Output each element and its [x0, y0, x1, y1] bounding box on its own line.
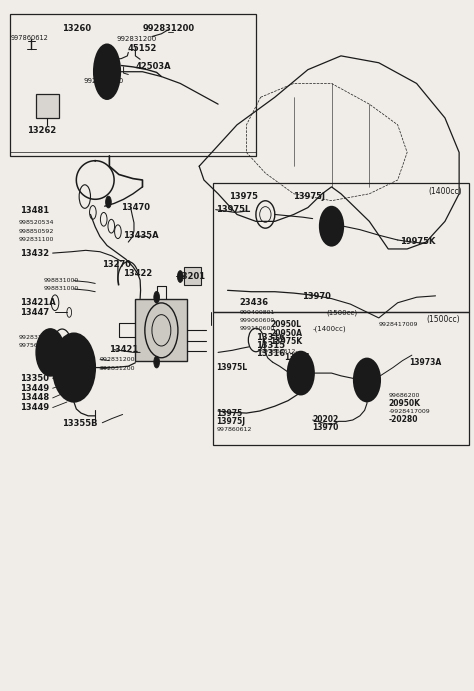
Text: 997560830: 997560830 [18, 343, 54, 348]
Bar [36, 95, 59, 118]
Text: (1400cc): (1400cc) [428, 187, 462, 196]
Text: 999060600: 999060600 [239, 318, 274, 323]
Text: 13975: 13975 [229, 192, 258, 201]
Text: 992831200: 992831200 [117, 37, 157, 42]
Text: 13975J: 13975J [293, 192, 325, 201]
Bar [136, 299, 187, 361]
Bar [184, 267, 201, 285]
Text: 998831000: 998831000 [43, 278, 79, 283]
Text: 13435A: 13435A [123, 231, 158, 240]
Text: 9928417009: 9928417009 [379, 322, 418, 328]
Text: 13316: 13316 [256, 333, 285, 342]
Text: 992831200: 992831200 [83, 77, 124, 84]
Text: 45152: 45152 [128, 44, 157, 53]
Text: 19975K: 19975K [400, 237, 436, 246]
Text: (1500cc): (1500cc) [426, 315, 460, 324]
Text: 13201: 13201 [175, 272, 205, 281]
Ellipse shape [154, 292, 159, 303]
Text: 13421: 13421 [109, 345, 138, 354]
Text: 13449: 13449 [19, 403, 49, 412]
Text: -(1400cc): -(1400cc) [313, 325, 346, 332]
Text: 13975: 13975 [216, 408, 243, 417]
Ellipse shape [288, 352, 314, 395]
Text: 13447: 13447 [19, 308, 49, 317]
Text: 992831100: 992831100 [18, 237, 54, 242]
Text: 998850592: 998850592 [18, 229, 54, 234]
Text: 20950K: 20950K [388, 399, 420, 408]
Text: 992831200: 992831200 [100, 357, 136, 362]
Text: 13422: 13422 [123, 269, 152, 278]
Bar [213, 312, 469, 446]
Text: 13316: 13316 [256, 349, 285, 358]
Text: 13448: 13448 [19, 393, 49, 402]
Text: 13262: 13262 [27, 126, 56, 135]
Text: 20950L: 20950L [270, 321, 301, 330]
Ellipse shape [94, 44, 120, 99]
Text: -9928417009: -9928417009 [388, 409, 430, 414]
Bar [213, 183, 469, 312]
Ellipse shape [319, 207, 343, 246]
Text: (1500cc): (1500cc) [327, 309, 358, 316]
Text: 13975L: 13975L [216, 205, 250, 214]
Text: 13970: 13970 [302, 292, 331, 301]
Text: 997860612-: 997860612- [261, 348, 298, 354]
Ellipse shape [106, 196, 111, 208]
Text: 23436: 23436 [239, 299, 268, 307]
Text: 999400801: 999400801 [239, 310, 275, 315]
Text: 997860612: 997860612 [216, 427, 252, 432]
Text: 13971: 13971 [284, 353, 310, 362]
Text: 42503A: 42503A [136, 62, 171, 71]
Text: 997860612: 997860612 [10, 35, 48, 41]
Text: 99686200: 99686200 [388, 392, 419, 397]
Text: 992831200: 992831200 [18, 334, 54, 340]
Text: 20202: 20202 [313, 415, 339, 424]
Ellipse shape [154, 356, 159, 368]
Text: 13421A: 13421A [19, 299, 55, 307]
Text: 992831200: 992831200 [100, 366, 136, 372]
Text: -20280: -20280 [388, 415, 418, 424]
Text: 13270: 13270 [102, 260, 131, 269]
Ellipse shape [36, 329, 64, 376]
Text: 992831200: 992831200 [143, 23, 195, 32]
Text: 13970: 13970 [313, 423, 339, 432]
Text: 13432: 13432 [19, 249, 49, 258]
Text: 13975J: 13975J [216, 417, 246, 426]
Text: 13481: 13481 [19, 206, 49, 215]
Text: 13449: 13449 [19, 384, 49, 392]
Text: 999110600: 999110600 [239, 326, 274, 332]
Text: 13350: 13350 [19, 374, 49, 383]
Text: 13975L: 13975L [216, 363, 247, 372]
Bar [10, 15, 256, 156]
Text: 998520534: 998520534 [18, 220, 54, 225]
Text: 13355B: 13355B [62, 419, 98, 428]
Text: 998831000: 998831000 [43, 287, 79, 292]
Ellipse shape [354, 359, 380, 401]
Ellipse shape [53, 333, 95, 402]
Text: 13973A: 13973A [410, 357, 442, 366]
Text: 13315: 13315 [256, 341, 285, 350]
Text: 13975K: 13975K [270, 337, 302, 346]
Ellipse shape [177, 271, 183, 283]
Text: 13260: 13260 [62, 23, 91, 32]
Text: 13470: 13470 [121, 203, 150, 212]
Text: 20950A: 20950A [270, 329, 302, 338]
